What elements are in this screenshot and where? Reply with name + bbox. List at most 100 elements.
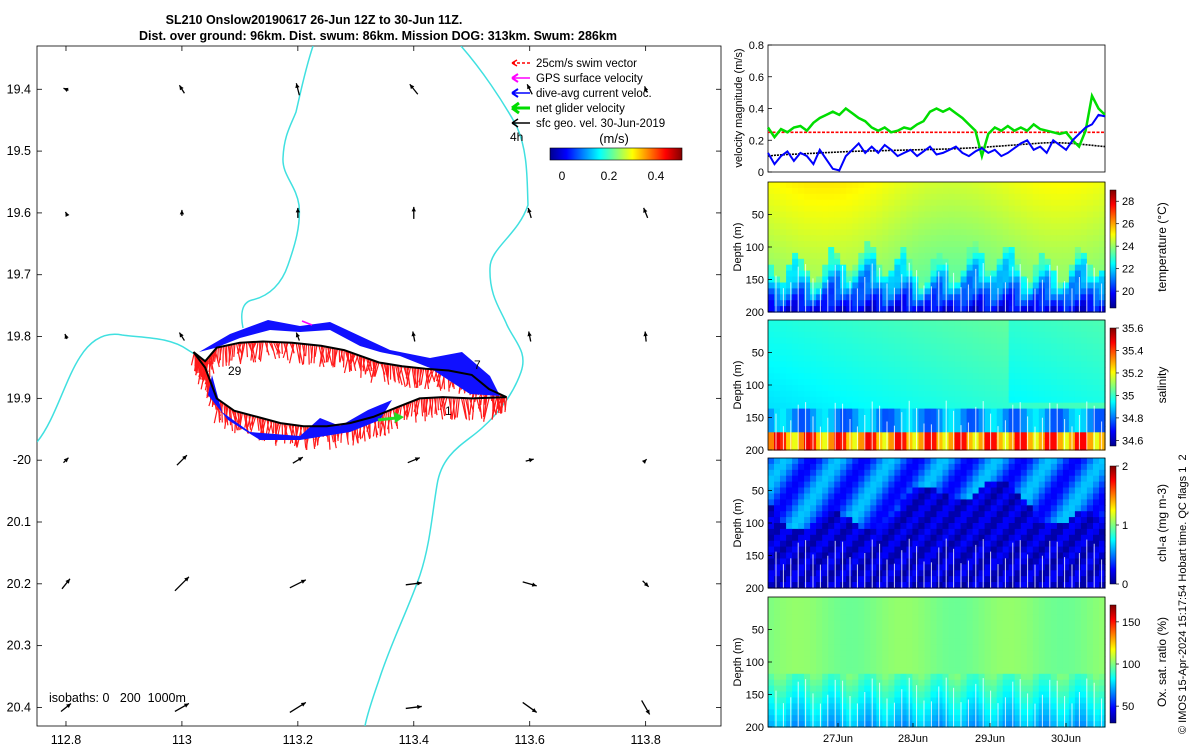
section-cell: [1044, 182, 1052, 189]
section-cell: [1056, 499, 1064, 506]
section-cell: [1099, 300, 1106, 307]
section-cell: [876, 373, 883, 380]
section-cell: [1020, 288, 1028, 295]
section-cell: [972, 373, 980, 380]
section-cell: [954, 499, 962, 506]
section-cell: [1068, 205, 1076, 213]
section-cell: [1056, 475, 1064, 483]
section-cell: [1026, 258, 1034, 266]
section-cell: [1014, 320, 1022, 327]
section-cell: [1093, 540, 1100, 548]
section-cell: [990, 511, 998, 518]
section-cell: [1080, 402, 1088, 410]
section-cell: [1014, 505, 1022, 512]
section-cell: [858, 685, 865, 693]
section-cell: [834, 703, 841, 710]
section-cell: [1062, 487, 1070, 494]
section-cell: [1026, 493, 1034, 500]
section-cell: [1044, 247, 1052, 254]
section-cell: [936, 396, 944, 404]
section-cell: [768, 258, 775, 266]
section-cell: [834, 505, 841, 512]
section-cell: [798, 390, 805, 398]
section-cell: [786, 235, 793, 242]
section-cell: [978, 349, 986, 356]
section-cell: [768, 373, 775, 380]
section-cell: [894, 193, 901, 201]
section-cell: [858, 337, 865, 345]
section-cell: [990, 582, 998, 589]
section-cell: [1014, 288, 1022, 295]
section-cell: [888, 235, 895, 242]
section-cell: [780, 697, 787, 704]
section-cell: [930, 414, 938, 421]
section-cell: [948, 511, 956, 518]
section-cell: [1026, 337, 1034, 345]
section-cell: [870, 499, 877, 506]
section-cell: [852, 558, 859, 565]
section-cell: [942, 361, 950, 368]
section-cell: [1008, 523, 1016, 530]
section-cell: [954, 656, 962, 663]
section-ylabel: Depth (m): [732, 223, 744, 272]
section-cell: [1080, 414, 1088, 421]
section-cell: [828, 258, 835, 266]
section-cell: [774, 673, 781, 681]
section-cell: [822, 258, 829, 266]
section-cell: [786, 241, 793, 248]
section-cell: [1056, 528, 1064, 536]
section-cell: [822, 349, 829, 356]
section-cell: [924, 691, 932, 698]
section-cell: [834, 463, 841, 471]
section-cell: [870, 458, 877, 465]
section-cell: [1026, 282, 1034, 289]
section-cell: [816, 602, 823, 610]
section-cell: [924, 499, 932, 506]
section-cell: [948, 396, 956, 404]
section-cell: [1020, 493, 1028, 500]
section-cell: [798, 229, 805, 236]
section-cell: [954, 534, 962, 542]
swim-vector: [197, 358, 201, 380]
section-cell: [792, 546, 799, 554]
section-cell: [948, 300, 956, 307]
section-cell: [900, 211, 907, 218]
section-cell: [1099, 558, 1106, 565]
section-cell: [792, 325, 799, 333]
section-cell: [954, 247, 962, 254]
section-cell: [786, 463, 793, 471]
section-cell: [1032, 463, 1040, 471]
section-cell: [786, 662, 793, 669]
section-cell: [1014, 570, 1022, 577]
section-cell: [882, 294, 889, 301]
section-cell: [918, 697, 925, 704]
section-cell: [978, 187, 986, 195]
section-cell: [1093, 390, 1100, 398]
section-cell: [954, 288, 962, 295]
section-cell: [900, 632, 907, 639]
section-cell: [1014, 211, 1022, 218]
section-cell: [774, 241, 781, 248]
section-cell: [1002, 223, 1010, 230]
swim-vector: [423, 398, 426, 422]
section-cell: [1080, 546, 1088, 554]
section-cell: [816, 511, 823, 518]
section-cell: [948, 570, 956, 577]
section-cell: [768, 667, 775, 675]
section-cell: [972, 331, 980, 339]
section-cell: [798, 463, 805, 471]
section-cell: [978, 199, 986, 207]
section-cell: [1050, 552, 1058, 559]
section-cell: [774, 282, 781, 289]
section-cell: [1008, 320, 1016, 327]
section-cell: [1032, 361, 1040, 368]
section-cell: [828, 343, 835, 351]
section-cell: [990, 367, 998, 374]
section-cell: [1050, 481, 1058, 489]
section-cell: [1056, 306, 1064, 313]
section-cell: [972, 355, 980, 362]
section-cell: [954, 379, 962, 386]
section-cell: [1038, 523, 1046, 530]
section-cell: [828, 355, 835, 362]
section-cell: [1056, 558, 1064, 565]
